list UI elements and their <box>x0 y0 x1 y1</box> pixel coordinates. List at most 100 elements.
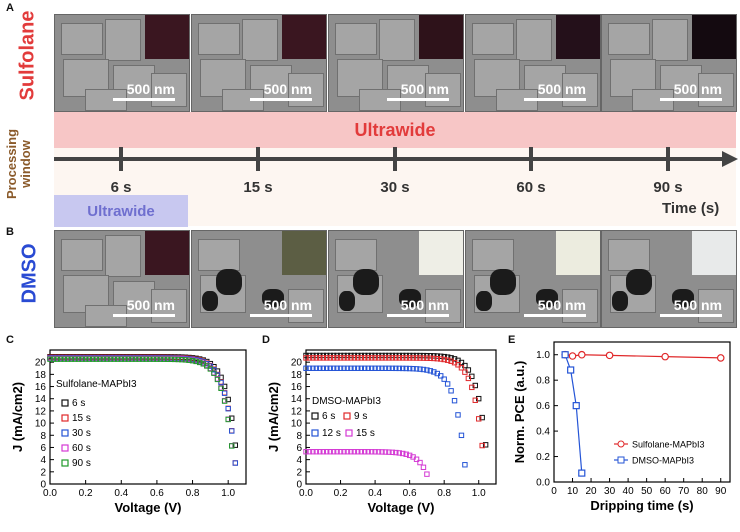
data-point <box>54 356 60 362</box>
data-point <box>175 356 181 363</box>
data-point <box>306 365 313 371</box>
crystal-grain <box>335 239 377 271</box>
data-point <box>320 365 326 371</box>
x-tick-label: 0.2 <box>334 488 348 499</box>
y-tick-label: 16 <box>291 382 303 393</box>
data-point <box>358 355 364 361</box>
y-tick-label: 12 <box>291 406 303 417</box>
data-point <box>324 365 330 371</box>
y-tick-label: 14 <box>291 394 303 405</box>
data-point <box>386 355 392 361</box>
sem-image: 500 nm <box>191 14 327 112</box>
dmso-row-label: DMSO <box>18 243 41 304</box>
y-tick-label: 18 <box>35 370 47 381</box>
crystal-grain <box>472 23 514 55</box>
data-point <box>324 355 330 361</box>
data-point <box>572 402 580 410</box>
y-tick-label: 6 <box>40 443 46 454</box>
y-tick-label: 16 <box>35 382 47 393</box>
data-point <box>358 449 364 455</box>
crystal-grain <box>335 23 377 55</box>
pce-chart: 0 10 20 30 40 50 60 70 80 90 0.0 0.2 0.4 0.6 0.8 1.0 Dri… <box>512 341 731 513</box>
data-point <box>406 365 413 372</box>
legend-title: DMSO-MAPbI3 <box>312 396 381 407</box>
data-point <box>47 356 53 362</box>
sem-image: 500 nm <box>465 14 601 112</box>
data-point <box>341 365 347 371</box>
series-DMSO-MAPbI3 <box>561 351 586 477</box>
series-line <box>564 354 583 474</box>
data-point <box>420 355 427 361</box>
data-point <box>327 365 333 371</box>
data-point <box>122 356 128 362</box>
data-point <box>351 355 358 361</box>
legend-label: 60 s <box>72 443 91 454</box>
timeline-arrowhead <box>722 151 738 167</box>
crystal-grain <box>562 73 598 107</box>
scale-bar <box>387 98 449 101</box>
x-tick-label: 20 <box>585 486 597 497</box>
data-point <box>313 355 320 361</box>
data-point <box>324 449 330 455</box>
plot-frame <box>553 341 731 483</box>
data-point <box>355 355 361 361</box>
data-point <box>472 397 478 403</box>
data-point <box>207 366 214 372</box>
data-point <box>413 366 420 372</box>
scale-bar-label: 500 nm <box>673 297 722 313</box>
timeline-axis: 6 s 15 s 30 s 60 s 90 s <box>54 147 738 196</box>
data-point <box>218 379 224 386</box>
data-point <box>476 395 482 402</box>
scale-bar-label: 500 nm <box>126 81 175 97</box>
data-point <box>204 363 210 369</box>
data-point <box>420 366 427 373</box>
x-tick-label: 0.8 <box>186 488 200 499</box>
data-point <box>310 355 316 361</box>
data-point <box>320 449 326 455</box>
data-point <box>389 355 396 361</box>
data-point <box>232 460 239 466</box>
data-point <box>406 355 413 361</box>
y-axis-label: J (mA/cm2) <box>266 382 281 452</box>
data-point <box>129 356 135 362</box>
series-90s <box>47 356 235 449</box>
data-point <box>225 416 231 423</box>
data-point <box>365 365 371 371</box>
data-point <box>229 443 235 449</box>
data-point <box>605 351 614 360</box>
data-point <box>455 412 461 418</box>
scale-bar-label: 500 nm <box>537 297 586 313</box>
x-axis-label: Voltage (V) <box>115 500 182 515</box>
film-photo-inset <box>282 15 326 59</box>
scale-bar <box>113 98 175 101</box>
crystal-grain <box>105 19 141 61</box>
legend-label: 90 s <box>72 458 91 469</box>
data-point <box>372 355 378 361</box>
data-point <box>362 365 368 371</box>
legend-marker <box>343 412 351 420</box>
data-point <box>400 355 406 361</box>
data-point <box>431 355 437 362</box>
x-axis-label: Voltage (V) <box>368 500 435 515</box>
data-point <box>476 416 482 422</box>
data-point <box>368 449 375 455</box>
data-point <box>431 369 437 375</box>
data-point <box>420 464 427 471</box>
data-point <box>164 356 171 362</box>
data-point <box>393 365 399 372</box>
pinhole <box>672 289 694 307</box>
y-tick-label: 2 <box>296 467 302 478</box>
data-point <box>330 365 337 371</box>
data-point <box>136 356 142 362</box>
data-point <box>218 385 224 391</box>
data-point <box>330 355 337 361</box>
data-point <box>337 449 344 455</box>
sem-image: 500 nm <box>465 230 601 328</box>
data-point <box>68 356 75 362</box>
scale-bar-label: 500 nm <box>126 297 175 313</box>
data-point <box>147 356 153 362</box>
data-point <box>303 449 309 455</box>
data-point <box>368 355 375 361</box>
data-point <box>303 365 309 371</box>
data-point <box>427 355 434 361</box>
